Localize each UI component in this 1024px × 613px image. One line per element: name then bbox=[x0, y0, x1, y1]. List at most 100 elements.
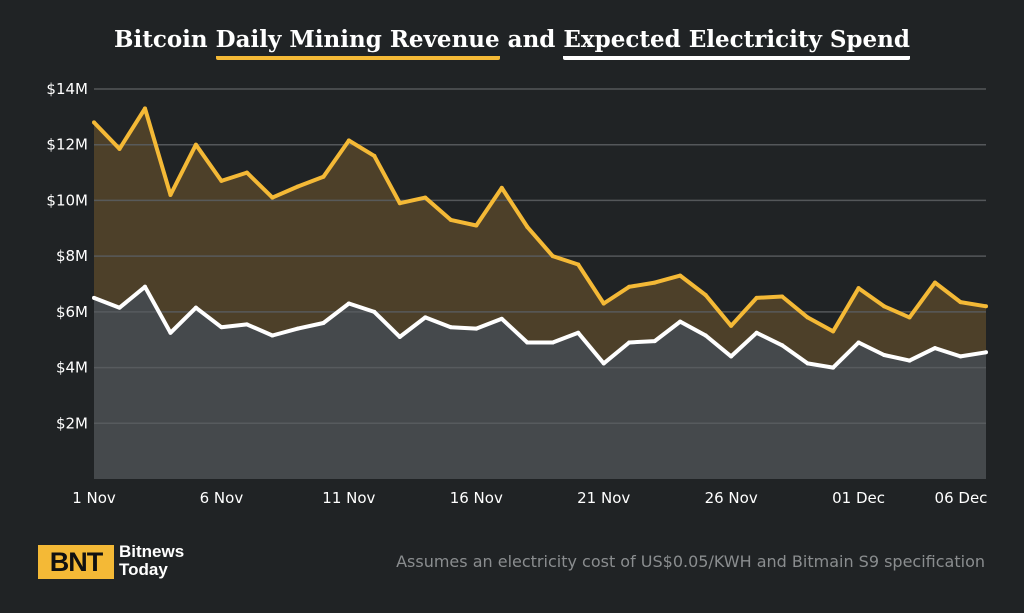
title-middle: and bbox=[499, 26, 564, 53]
revenue-point bbox=[652, 280, 657, 285]
revenue-point bbox=[219, 178, 224, 183]
revenue-point bbox=[805, 315, 810, 320]
revenue-point bbox=[984, 304, 988, 309]
electricity-point bbox=[907, 358, 912, 363]
electricity-point bbox=[933, 346, 938, 351]
y-tick-label: $14M bbox=[46, 80, 88, 98]
brand-line-1: Bitnews bbox=[119, 542, 185, 561]
revenue-point bbox=[244, 170, 249, 175]
electricity-point bbox=[856, 340, 861, 345]
electricity-point bbox=[958, 354, 963, 359]
electricity-point bbox=[652, 339, 657, 344]
revenue-point bbox=[117, 146, 122, 151]
electricity-point bbox=[346, 301, 351, 306]
revenue-point bbox=[142, 106, 147, 111]
electricity-point bbox=[499, 316, 504, 321]
revenue-point bbox=[958, 300, 963, 305]
revenue-point bbox=[474, 223, 479, 228]
footnote: Assumes an electricity cost of US$0.05/K… bbox=[396, 552, 985, 571]
revenue-point bbox=[397, 201, 402, 206]
revenue-point bbox=[550, 254, 555, 259]
y-tick-label: $6M bbox=[56, 303, 88, 321]
revenue-point bbox=[346, 138, 351, 143]
electricity-point bbox=[321, 321, 326, 325]
electricity-point bbox=[754, 330, 759, 335]
y-tick-label: $4M bbox=[56, 359, 88, 377]
electricity-point bbox=[780, 343, 785, 348]
title-prefix: Bitcoin bbox=[114, 26, 216, 53]
electricity-point bbox=[550, 340, 555, 345]
electricity-point bbox=[92, 295, 96, 300]
electricity-point bbox=[576, 330, 581, 335]
revenue-point bbox=[907, 315, 912, 320]
revenue-point bbox=[856, 286, 861, 291]
revenue-point bbox=[678, 273, 683, 278]
revenue-point bbox=[729, 323, 734, 328]
revenue-point bbox=[448, 217, 453, 222]
electricity-point bbox=[678, 319, 683, 324]
electricity-point bbox=[627, 340, 632, 345]
electricity-point bbox=[372, 309, 377, 314]
electricity-point bbox=[142, 284, 147, 289]
x-tick-label: 16 Nov bbox=[450, 489, 503, 507]
electricity-point bbox=[882, 353, 887, 358]
electricity-point bbox=[295, 326, 300, 331]
electricity-point bbox=[219, 325, 224, 330]
electricity-point bbox=[525, 340, 530, 345]
electricity-area bbox=[94, 286, 986, 479]
electricity-point bbox=[448, 325, 453, 330]
electricity-point bbox=[423, 315, 428, 320]
electricity-line bbox=[93, 284, 987, 370]
electricity-point bbox=[474, 326, 479, 331]
revenue-point bbox=[295, 184, 300, 189]
revenue-point bbox=[882, 304, 887, 309]
revenue-point bbox=[754, 295, 759, 300]
y-tick-label: $8M bbox=[56, 247, 88, 265]
revenue-point bbox=[831, 329, 836, 334]
revenue-point bbox=[193, 142, 198, 147]
revenue-point bbox=[168, 192, 173, 197]
bnt-logo: BNT bbox=[38, 545, 114, 579]
revenue-point bbox=[525, 224, 530, 229]
electricity-point bbox=[729, 354, 734, 359]
electricity-point bbox=[193, 305, 198, 310]
electricity-point bbox=[601, 361, 606, 366]
y-tick-label: $12M bbox=[46, 136, 88, 154]
revenue-point bbox=[321, 174, 326, 179]
electricity-point bbox=[270, 333, 275, 338]
brand-line-2: Today bbox=[119, 560, 168, 579]
electricity-point bbox=[168, 330, 173, 335]
revenue-point bbox=[780, 294, 785, 299]
electricity-point bbox=[244, 322, 249, 327]
x-tick-label: 11 Nov bbox=[322, 489, 375, 507]
revenue-point bbox=[92, 120, 96, 125]
revenue-point bbox=[703, 293, 708, 298]
title-revenue-legend: Daily Mining Revenue bbox=[215, 26, 500, 60]
electricity-point bbox=[117, 305, 122, 310]
x-tick-label: 01 Dec bbox=[832, 489, 885, 507]
y-tick-label: $2M bbox=[56, 414, 88, 432]
revenue-point bbox=[627, 284, 632, 289]
brand-name: Bitnews Today bbox=[119, 543, 184, 579]
title-electricity-legend: Expected Electricity Spend bbox=[563, 26, 910, 60]
x-tick-label: 26 Nov bbox=[705, 489, 758, 507]
x-tick-label: 06 Dec bbox=[935, 489, 988, 507]
y-tick-label: $10M bbox=[46, 191, 88, 209]
electricity-point bbox=[397, 334, 402, 339]
x-tick-label: 21 Nov bbox=[577, 489, 630, 507]
revenue-line bbox=[92, 106, 987, 334]
electricity-point bbox=[984, 350, 988, 355]
electricity-point bbox=[831, 365, 836, 370]
chart-title: Bitcoin Daily Mining Revenue and Expecte… bbox=[0, 26, 1024, 60]
revenue-point bbox=[372, 153, 377, 158]
revenue-point bbox=[499, 185, 504, 190]
x-tick-label: 6 Nov bbox=[200, 489, 244, 507]
revenue-point bbox=[933, 280, 938, 285]
revenue-point bbox=[423, 195, 428, 200]
revenue-point bbox=[576, 262, 581, 267]
x-tick-label: 1 Nov bbox=[72, 489, 116, 507]
electricity-point bbox=[805, 361, 810, 366]
revenue-point bbox=[601, 301, 606, 306]
revenue-point bbox=[270, 195, 275, 200]
